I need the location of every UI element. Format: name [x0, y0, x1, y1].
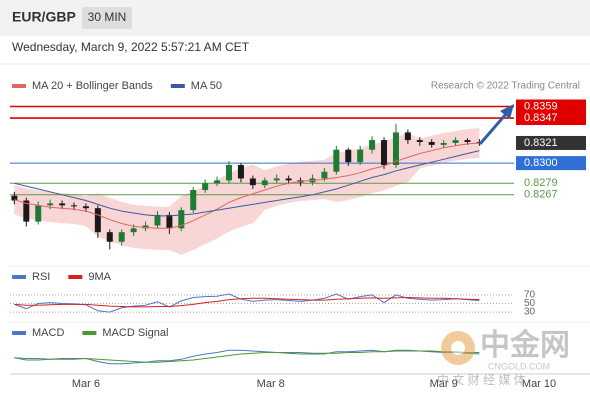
- indicator-line: [14, 296, 480, 308]
- candle-body: [178, 210, 185, 229]
- candle-body: [464, 140, 471, 143]
- candle-body: [369, 140, 376, 150]
- candle-body: [11, 195, 18, 201]
- candle-body: [452, 140, 459, 143]
- legend-label: MA 20 + Bollinger Bands: [32, 80, 153, 92]
- level-box: [516, 99, 586, 114]
- legend-label: MACD: [32, 327, 64, 339]
- legend-label: MA 50: [191, 80, 222, 92]
- x-tick-label: Mar 6: [72, 378, 100, 390]
- x-tick-label: Mar 10: [522, 378, 556, 390]
- legend-label: MACD Signal: [102, 327, 168, 339]
- candle-body: [166, 214, 173, 229]
- candle-body: [416, 140, 423, 143]
- candle-body: [404, 132, 411, 141]
- candle-body: [440, 142, 447, 145]
- y-tick-label: 70: [524, 290, 536, 301]
- ma50-line: [14, 150, 480, 217]
- timestamp: Wednesday, March 9, 2022 5:57:21 AM CET: [12, 40, 250, 54]
- y-tick-label: 30: [524, 307, 536, 318]
- candle-body: [130, 228, 137, 233]
- level-box: [516, 111, 586, 126]
- candle-body: [261, 180, 268, 186]
- candle-body: [285, 178, 292, 181]
- bollinger-band: [14, 128, 480, 255]
- candle-body: [190, 189, 197, 211]
- level-label: 0.8300: [524, 157, 558, 169]
- arrow-head: [500, 104, 514, 119]
- candle-body: [249, 178, 256, 186]
- level-label: 0.8347: [524, 112, 558, 124]
- candle-body: [428, 142, 435, 145]
- legend-swatch: [170, 84, 185, 88]
- watermark-logo: [451, 341, 465, 355]
- source: Research © 2022 Trading Central: [431, 81, 580, 92]
- watermark-tagline: 中 文 财 经 媒 体: [437, 372, 526, 387]
- candle-body: [59, 203, 66, 206]
- candle-body: [345, 149, 352, 163]
- legend-swatch: [12, 275, 26, 279]
- watermark-site: CNGOLD.COM: [488, 361, 550, 371]
- legend-swatch: [12, 331, 26, 335]
- legend-label: 9MA: [88, 271, 111, 283]
- interval-box[interactable]: [82, 7, 132, 29]
- candle-body: [392, 132, 399, 166]
- ma20-line: [14, 142, 480, 229]
- arrow: [478, 113, 508, 145]
- legend-swatch: [82, 331, 97, 335]
- level-box: [516, 135, 586, 150]
- indicator-line: [14, 350, 480, 363]
- level-label: 0.8359: [524, 100, 558, 112]
- candle-body: [321, 171, 328, 179]
- candle-body: [82, 206, 89, 209]
- candle-body: [35, 205, 42, 222]
- legend-swatch: [12, 84, 26, 88]
- watermark-name: 中金网: [480, 328, 570, 362]
- level-box: [516, 156, 586, 171]
- indicator-line: [14, 293, 480, 313]
- candle-body: [118, 232, 125, 242]
- x-tick-label: Mar 9: [430, 378, 458, 390]
- level-label: 0.8321: [524, 137, 558, 149]
- candle-body: [154, 214, 161, 226]
- level-label: 0.8279: [524, 177, 558, 189]
- indicator-line: [14, 349, 480, 365]
- watermark: 中金网 CNGOLD.COM 中 文 财 经 媒 体: [437, 328, 570, 387]
- y-tick-label: 50: [524, 298, 536, 309]
- level-label: 0.8267: [524, 189, 558, 201]
- candle-body: [94, 208, 101, 233]
- candle-body: [226, 165, 233, 181]
- candle-body: [71, 205, 78, 207]
- candle-body: [47, 203, 54, 206]
- candle-body: [273, 178, 280, 181]
- symbol: EUR/GBP: [12, 9, 76, 25]
- candle-body: [214, 180, 221, 184]
- legend-label: RSI: [32, 271, 50, 283]
- candle-body: [333, 149, 340, 172]
- x-tick-label: Mar 8: [257, 378, 285, 390]
- candle-body: [237, 165, 244, 179]
- candle-body: [23, 200, 30, 222]
- interval[interactable]: 30 MIN: [88, 10, 127, 24]
- candle-body: [106, 232, 113, 242]
- candle-body: [357, 149, 364, 163]
- candle-body: [381, 140, 388, 166]
- candle-body: [202, 183, 209, 190]
- legend-swatch: [68, 275, 83, 279]
